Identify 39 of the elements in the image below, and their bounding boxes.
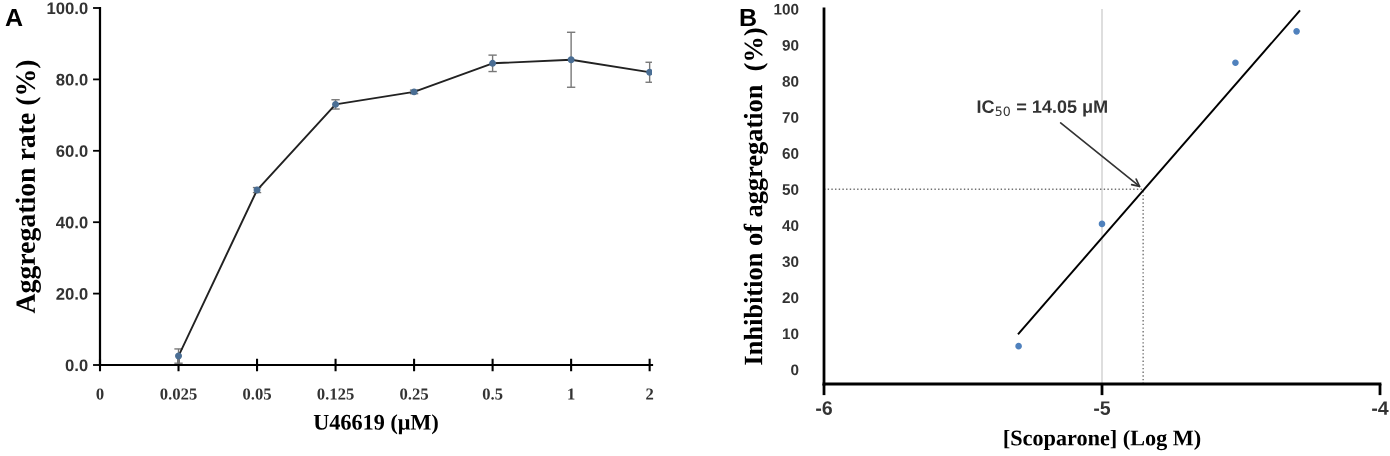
point: [1015, 342, 1022, 350]
y-tick-label: 10: [782, 328, 799, 340]
y-tick-label: 50: [782, 184, 799, 195]
x-tick-label: 0.5: [482, 388, 503, 400]
y-axis-title: Aggregation rate (%): [15, 60, 41, 314]
point: [1293, 28, 1300, 35]
text: A: [5, 8, 23, 27]
x-tick-label: -6: [816, 401, 832, 415]
y-tick-label: 70: [782, 112, 799, 123]
text: B: [740, 8, 756, 27]
y-tick-label: 80.0: [56, 73, 88, 86]
x-tick-label: 0.25: [400, 388, 429, 400]
y-tick-label: 0.0: [65, 359, 88, 372]
x-tick-label: 0: [96, 388, 104, 400]
x-tick-label: 0.05: [243, 388, 272, 400]
x-tick-label: 0.125: [317, 388, 354, 400]
annotation: IC$_{50}$ = 14.05 μM: [977, 100, 1107, 117]
x-tick-label: 0.025: [160, 388, 197, 400]
y-tick-label: 60: [782, 148, 799, 159]
x-axis-title: U46619 (μM): [313, 414, 438, 435]
y-tick-label: 40.0: [56, 216, 88, 229]
y-tick-label: 30: [782, 256, 799, 268]
y-tick-label: 20.0: [56, 288, 88, 300]
x-tick-label: -4: [1372, 401, 1389, 415]
x-tick-label: -5: [1094, 401, 1111, 415]
y-tick-label: 80: [782, 75, 799, 87]
x-tick-label: 1: [568, 388, 575, 400]
point: [1232, 59, 1239, 67]
y-tick-label: 0: [791, 364, 799, 376]
y-tick-label: 100.0: [47, 2, 88, 15]
x-tick-label: 2: [646, 388, 654, 400]
y-tick-label: 20: [782, 292, 799, 304]
x-axis-title: [Scoparone] (Log M): [1004, 429, 1201, 451]
y-axis-title: Inhibition of aggregation (%): [743, 28, 768, 365]
y-tick-label: 40: [782, 220, 799, 232]
y-tick-label: 100: [774, 3, 799, 15]
y-tick-label: 90: [782, 39, 799, 51]
point: [1098, 220, 1106, 228]
y-tick-label: 60.0: [56, 145, 88, 157]
